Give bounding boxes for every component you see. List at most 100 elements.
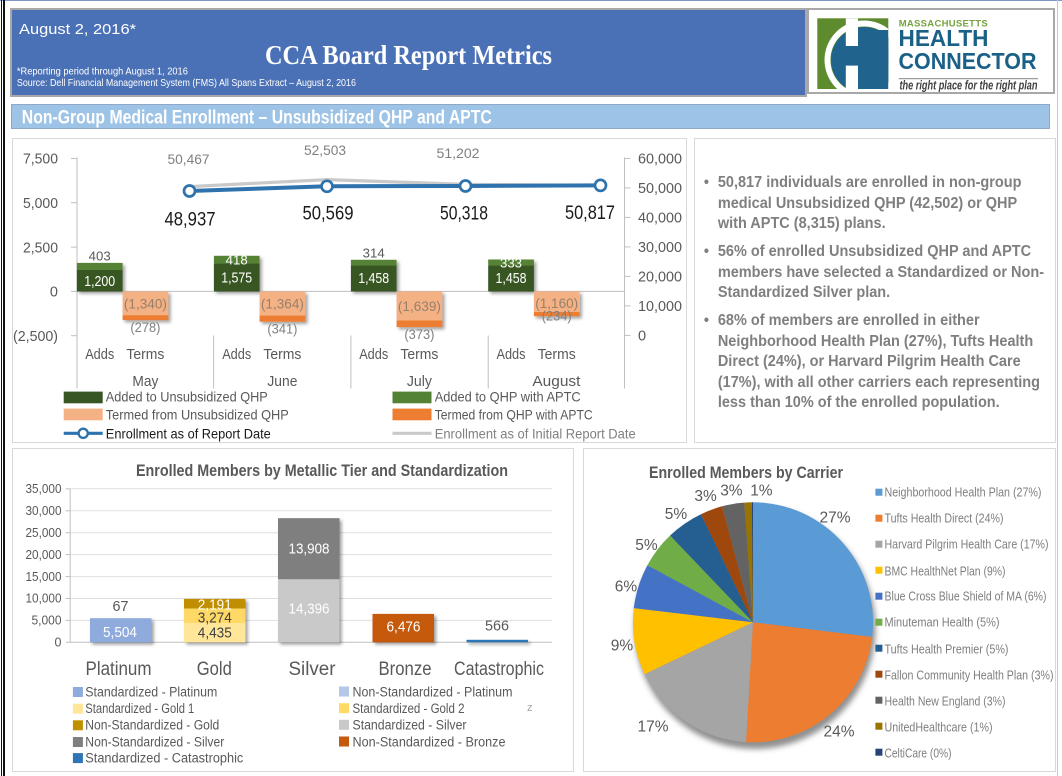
svg-text:Terms: Terms bbox=[263, 346, 301, 363]
svg-text:27%: 27% bbox=[819, 510, 850, 527]
svg-text:Standardized - Gold 1: Standardized - Gold 1 bbox=[85, 701, 194, 716]
svg-text:Non-Standardized - Platinum: Non-Standardized - Platinum bbox=[353, 684, 513, 699]
svg-text:9%: 9% bbox=[611, 638, 634, 655]
svg-text:Minuteman Health (5%): Minuteman Health (5%) bbox=[885, 616, 1000, 630]
svg-text:August 2, 2016*: August 2, 2016* bbox=[19, 21, 136, 38]
svg-text:(1,364): (1,364) bbox=[261, 296, 304, 312]
svg-text:August: August bbox=[532, 373, 581, 390]
svg-text:2,191: 2,191 bbox=[198, 597, 232, 613]
svg-text:Silver: Silver bbox=[289, 659, 337, 680]
svg-text:Non-Standardized - Silver: Non-Standardized - Silver bbox=[85, 734, 224, 749]
svg-text:UnitedHealthcare (1%): UnitedHealthcare (1%) bbox=[885, 721, 993, 735]
svg-text:Platinum: Platinum bbox=[86, 659, 152, 680]
svg-text:3,274: 3,274 bbox=[198, 610, 232, 626]
svg-text:(278): (278) bbox=[130, 320, 160, 335]
svg-text:Catastrophic: Catastrophic bbox=[454, 659, 544, 680]
svg-text:Non-Group Medical Enrollment –: Non-Group Medical Enrollment – Unsubsidi… bbox=[22, 107, 492, 128]
svg-text:418: 418 bbox=[226, 253, 248, 268]
svg-text:*Reporting period through Augu: *Reporting period through August 1, 2016 bbox=[17, 67, 188, 78]
svg-text:5%: 5% bbox=[665, 506, 688, 523]
svg-text:0: 0 bbox=[55, 636, 62, 650]
svg-text:35,000: 35,000 bbox=[26, 482, 62, 496]
svg-text:BMC HealthNet Plan (9%): BMC HealthNet Plan (9%) bbox=[885, 565, 1006, 579]
svg-text:Enrollment as of Report Date: Enrollment as of Report Date bbox=[106, 425, 271, 441]
svg-text:Blue Cross Blue Shield of MA (: Blue Cross Blue Shield of MA (6%) bbox=[885, 590, 1047, 604]
svg-text:(1,340): (1,340) bbox=[124, 295, 167, 311]
svg-text:Adds: Adds bbox=[85, 346, 114, 363]
svg-text:(2,500): (2,500) bbox=[13, 329, 58, 345]
svg-text:3%: 3% bbox=[694, 488, 717, 505]
svg-text:Standardized - Catastrophic: Standardized - Catastrophic bbox=[85, 751, 243, 766]
svg-text:Neighborhood Health Plan (27%): Neighborhood Health Plan (27%) bbox=[885, 486, 1042, 500]
svg-text:17%: 17% bbox=[637, 719, 668, 736]
svg-text:51,202: 51,202 bbox=[437, 146, 480, 161]
svg-text:Health New England (3%): Health New England (3%) bbox=[885, 695, 1006, 709]
svg-text:(1,160): (1,160) bbox=[535, 295, 578, 311]
svg-text:Non-Standardized - Bronze: Non-Standardized - Bronze bbox=[353, 734, 506, 749]
svg-text:20,000: 20,000 bbox=[26, 548, 62, 562]
svg-text:Non-Standardized - Gold: Non-Standardized - Gold bbox=[85, 718, 219, 733]
svg-text:Enrolled Members by Carrier: Enrolled Members by Carrier bbox=[649, 464, 843, 482]
svg-text:(341): (341) bbox=[267, 321, 297, 336]
svg-text:1,575: 1,575 bbox=[221, 271, 252, 287]
svg-text:MASSACHUSETTS: MASSACHUSETTS bbox=[899, 19, 990, 30]
svg-text:(1,639): (1,639) bbox=[398, 298, 441, 314]
svg-text:50,569: 50,569 bbox=[303, 204, 354, 225]
svg-text:5,504: 5,504 bbox=[103, 625, 137, 641]
svg-text:4,435: 4,435 bbox=[198, 626, 232, 642]
svg-text:50,318: 50,318 bbox=[440, 204, 488, 225]
svg-text:25,000: 25,000 bbox=[26, 526, 62, 540]
svg-text:1%: 1% bbox=[750, 482, 773, 499]
svg-text:67: 67 bbox=[113, 599, 129, 615]
svg-text:(234): (234) bbox=[542, 309, 572, 324]
svg-text:Termed from Unsubsidized QHP: Termed from Unsubsidized QHP bbox=[106, 407, 289, 423]
svg-text:July: July bbox=[407, 373, 432, 390]
svg-text:314: 314 bbox=[363, 245, 385, 260]
svg-text:5%: 5% bbox=[635, 537, 658, 554]
svg-text:5,000: 5,000 bbox=[23, 196, 58, 212]
svg-text:Tufts Health Direct (24%): Tufts Health Direct (24%) bbox=[885, 512, 1004, 526]
svg-text:0: 0 bbox=[50, 285, 58, 301]
svg-text:14,396: 14,396 bbox=[289, 601, 330, 617]
svg-text:5,000: 5,000 bbox=[32, 614, 62, 628]
svg-text:z: z bbox=[527, 702, 533, 714]
svg-text:6%: 6% bbox=[615, 579, 638, 596]
svg-text:20,000: 20,000 bbox=[638, 270, 682, 286]
svg-text:6,476: 6,476 bbox=[387, 619, 421, 635]
svg-text:Source: Dell Financial Managem: Source: Dell Financial Management System… bbox=[17, 78, 356, 89]
svg-text:52,503: 52,503 bbox=[304, 143, 346, 158]
svg-text:Fallon Community Health Plan (: Fallon Community Health Plan (3%) bbox=[885, 668, 1054, 682]
svg-text:0: 0 bbox=[638, 329, 646, 345]
svg-text:48,937: 48,937 bbox=[165, 210, 216, 231]
svg-text:7,500: 7,500 bbox=[23, 152, 58, 168]
svg-text:CONNECTOR: CONNECTOR bbox=[899, 48, 1037, 74]
svg-text:Added to Unsubsidized QHP: Added to Unsubsidized QHP bbox=[106, 389, 268, 405]
svg-text:566: 566 bbox=[485, 619, 509, 635]
svg-text:333: 333 bbox=[500, 255, 522, 270]
svg-text:HEALTH: HEALTH bbox=[899, 25, 989, 51]
svg-text:60,000: 60,000 bbox=[638, 152, 682, 168]
svg-text:CeltiCare (0%): CeltiCare (0%) bbox=[885, 746, 952, 760]
svg-text:2,500: 2,500 bbox=[23, 240, 58, 256]
svg-text:50,817: 50,817 bbox=[565, 203, 615, 224]
svg-text:Gold: Gold bbox=[197, 659, 232, 680]
svg-text:(373): (373) bbox=[404, 327, 434, 342]
svg-text:3%: 3% bbox=[720, 482, 743, 499]
svg-text:Standardized - Silver: Standardized - Silver bbox=[353, 718, 467, 733]
svg-text:30,000: 30,000 bbox=[26, 504, 62, 518]
svg-text:Terms: Terms bbox=[538, 346, 576, 363]
svg-text:Enrolled Members by Metallic T: Enrolled Members by Metallic Tier and St… bbox=[136, 462, 508, 480]
svg-text:Standardized - Platinum: Standardized - Platinum bbox=[85, 684, 217, 699]
svg-text:June: June bbox=[267, 373, 297, 390]
svg-text:Standardized - Gold 2: Standardized - Gold 2 bbox=[353, 701, 465, 716]
svg-text:30,000: 30,000 bbox=[638, 240, 682, 256]
svg-text:1,458: 1,458 bbox=[496, 271, 527, 287]
svg-text:1,200: 1,200 bbox=[84, 274, 115, 290]
svg-text:50,467: 50,467 bbox=[168, 152, 210, 167]
svg-text:Bronze: Bronze bbox=[379, 659, 432, 680]
svg-text:Termed from QHP with APTC: Termed from QHP with APTC bbox=[435, 407, 593, 423]
svg-text:the right place for the right: the right place for the right plan bbox=[900, 78, 1038, 92]
svg-text:Adds: Adds bbox=[497, 346, 526, 363]
svg-text:24%: 24% bbox=[823, 724, 854, 741]
svg-text:10,000: 10,000 bbox=[638, 299, 682, 315]
